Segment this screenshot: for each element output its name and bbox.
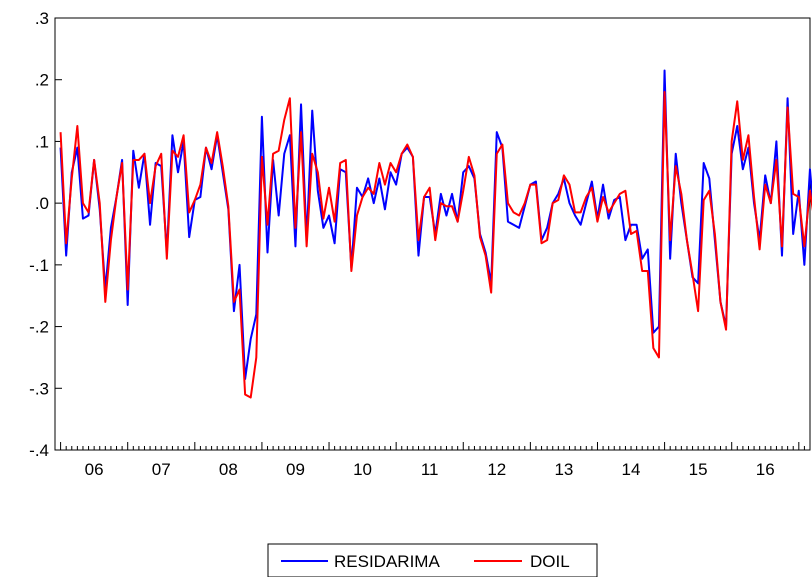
y-tick-label: -.3 xyxy=(29,379,49,398)
x-tick-label: 14 xyxy=(622,460,641,479)
y-tick-label: .1 xyxy=(35,132,49,151)
y-tick-label: -.4 xyxy=(29,441,49,460)
x-tick-label: 11 xyxy=(421,460,439,479)
series-layer xyxy=(59,69,812,399)
x-tick-label: 13 xyxy=(554,460,573,479)
series-line-residarima xyxy=(59,69,812,381)
x-tick-label: 10 xyxy=(353,460,372,479)
legend: RESIDARIMA DOIL xyxy=(267,543,598,577)
y-tick-label: .2 xyxy=(35,71,49,90)
x-tick-label: 16 xyxy=(756,460,775,479)
x-tick-label: 12 xyxy=(487,460,506,479)
series-line-doil xyxy=(59,91,812,399)
x-tick-label: 15 xyxy=(689,460,708,479)
x-tick-label: 09 xyxy=(286,460,305,479)
y-tick-label: .0 xyxy=(35,194,49,213)
x-tick-label: 07 xyxy=(152,460,171,479)
legend-label-residarima: RESIDARIMA xyxy=(334,552,440,571)
x-tick-label: 06 xyxy=(85,460,104,479)
x-axis: 060708091011121314151617 xyxy=(54,442,811,479)
plot-area-frame xyxy=(54,17,811,451)
legend-label-doil: DOIL xyxy=(530,552,570,571)
y-tick-label: .3 xyxy=(35,9,49,28)
y-axis: .3 .2 .1 .0 -.1 -.2 -.3 -.4 xyxy=(29,9,62,460)
y-tick-label: -.1 xyxy=(29,256,49,275)
y-tick-label: -.2 xyxy=(29,318,49,337)
x-tick-label: 08 xyxy=(219,460,238,479)
